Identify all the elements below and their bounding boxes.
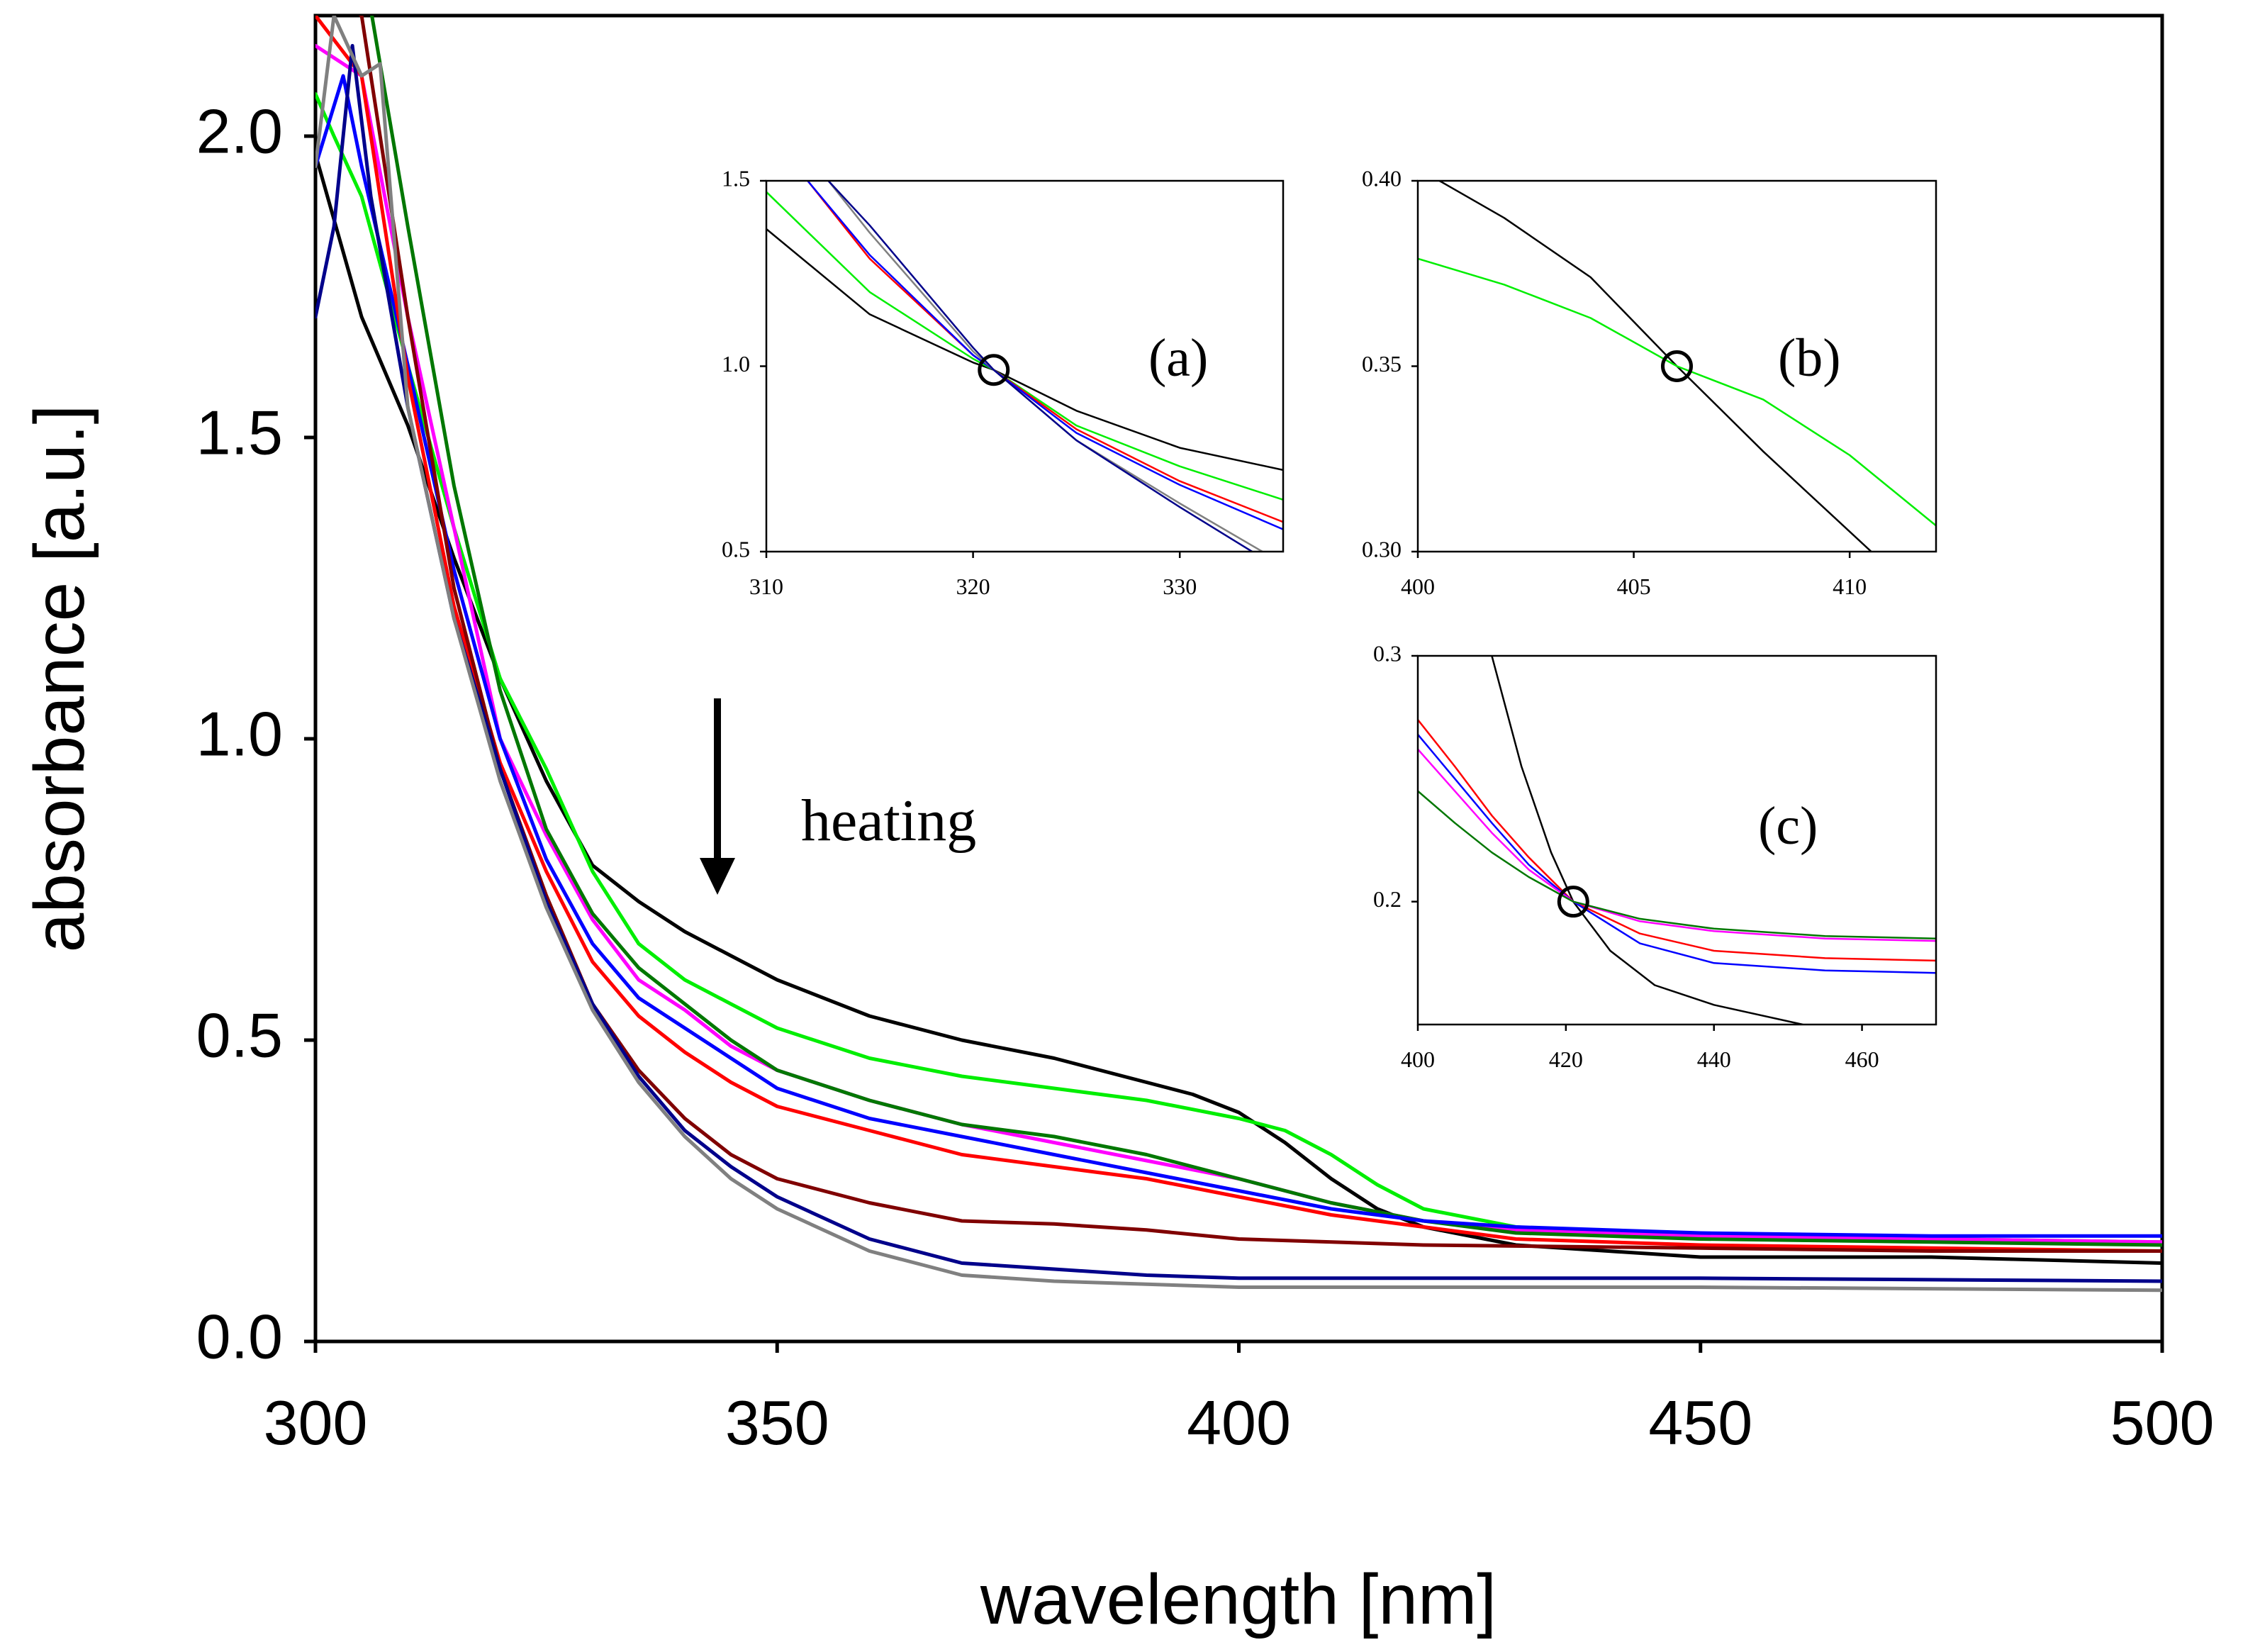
inset-c-series-darkgreen [1418, 790, 1936, 939]
inset-a-letter: (a) [1148, 328, 1208, 388]
inset-a-y-tick-label: 0.5 [722, 536, 750, 562]
inset-c-x-tick-label: 420 [1549, 1047, 1583, 1072]
main-series-darkred [358, 16, 2162, 1253]
main-x-tick-label: 450 [1648, 1388, 1752, 1458]
heating-label: heating [801, 788, 976, 854]
inset-c-ticks-group: 400 420 440 460 0.2 0.3 [1373, 640, 1879, 1072]
main-series-navy [315, 44, 2162, 1283]
inset-c-background [1418, 656, 1936, 1025]
inset-a: 310 320 330 0.5 1.0 1.5 (a) [722, 165, 1285, 599]
inset-a-x-tick-label: 330 [1163, 574, 1197, 599]
main-series-green [315, 92, 2162, 1244]
inset-b: 400 405 410 0.30 0.35 0.40 (b) [1362, 165, 1937, 599]
inset-b-x-tick-label: 400 [1401, 574, 1435, 599]
main-series-darkgreen [370, 16, 2162, 1247]
inset-b-series-group [1418, 181, 1936, 552]
inset-a-series-navy [827, 181, 1253, 552]
inset-c-x-tick-label: 440 [1697, 1047, 1731, 1072]
heating-annotation: heating [700, 698, 976, 895]
inset-c-x-tick-label: 460 [1845, 1047, 1879, 1072]
inset-b-ticks-group: 400 405 410 0.30 0.35 0.40 [1362, 165, 1867, 599]
inset-c-letter: (c) [1758, 796, 1818, 856]
inset-b-series-black [1438, 181, 1872, 552]
y-axis-label: absorbance [a.u.] [20, 405, 99, 953]
main-ticks-group: 300 350 400 450 500 0.0 0.5 1.0 1.5 2.0 [196, 96, 2215, 1458]
inset-c-series-group [1418, 656, 1936, 1025]
main-series-gray [315, 16, 2162, 1293]
inset-b-series-green [1418, 257, 1936, 527]
inset-b-y-tick-label: 0.30 [1362, 536, 1402, 562]
inset-a-series-group [766, 181, 1283, 552]
main-plot: 300 350 400 450 500 0.0 0.5 1.0 1.5 2.0 wavelengt… [20, 13, 2215, 1639]
inset-a-x-tick-label: 310 [749, 574, 783, 599]
main-series-group [315, 16, 2162, 1293]
main-y-tick-label: 0.5 [196, 1000, 283, 1070]
main-y-tick-label: 1.0 [196, 698, 283, 769]
inset-c-y-tick-label: 0.2 [1373, 886, 1402, 912]
inset-c: 400 420 440 460 0.2 0.3 (c) [1373, 640, 1937, 1072]
x-axis-label: wavelength [nm] [980, 1560, 1497, 1639]
main-y-tick-label: 1.5 [196, 397, 283, 467]
inset-a-y-tick-label: 1.5 [722, 165, 750, 191]
inset-b-letter: (b) [1778, 328, 1841, 388]
inset-c-x-tick-label: 400 [1401, 1047, 1435, 1072]
main-y-tick-label: 0.0 [196, 1301, 283, 1371]
inset-a-background [766, 181, 1283, 552]
main-x-tick-label: 500 [2110, 1388, 2215, 1458]
inset-c-series-black [1491, 656, 1804, 1025]
main-x-tick-label: 300 [264, 1388, 368, 1458]
main-x-tick-label: 350 [725, 1388, 829, 1458]
inset-a-ticks-group: 310 320 330 0.5 1.0 1.5 [722, 165, 1197, 599]
inset-b-y-tick-label: 0.40 [1362, 165, 1402, 191]
main-y-tick-label: 2.0 [196, 96, 283, 166]
inset-b-isosbestic-marker [1661, 350, 1693, 382]
inset-b-y-tick-label: 0.35 [1362, 351, 1402, 376]
main-x-tick-label: 400 [1187, 1388, 1291, 1458]
inset-a-x-tick-label: 320 [956, 574, 990, 599]
inset-b-x-tick-label: 405 [1617, 574, 1651, 599]
inset-a-y-tick-label: 1.0 [722, 351, 750, 376]
inset-c-frame [1416, 654, 1937, 1026]
inset-c-y-tick-label: 0.3 [1373, 640, 1402, 666]
inset-b-x-tick-label: 410 [1833, 574, 1867, 599]
heating-arrow-head [700, 858, 735, 895]
inset-a-isosbestic-marker [978, 354, 1010, 386]
inset-c-isosbestic-marker [1557, 886, 1589, 918]
